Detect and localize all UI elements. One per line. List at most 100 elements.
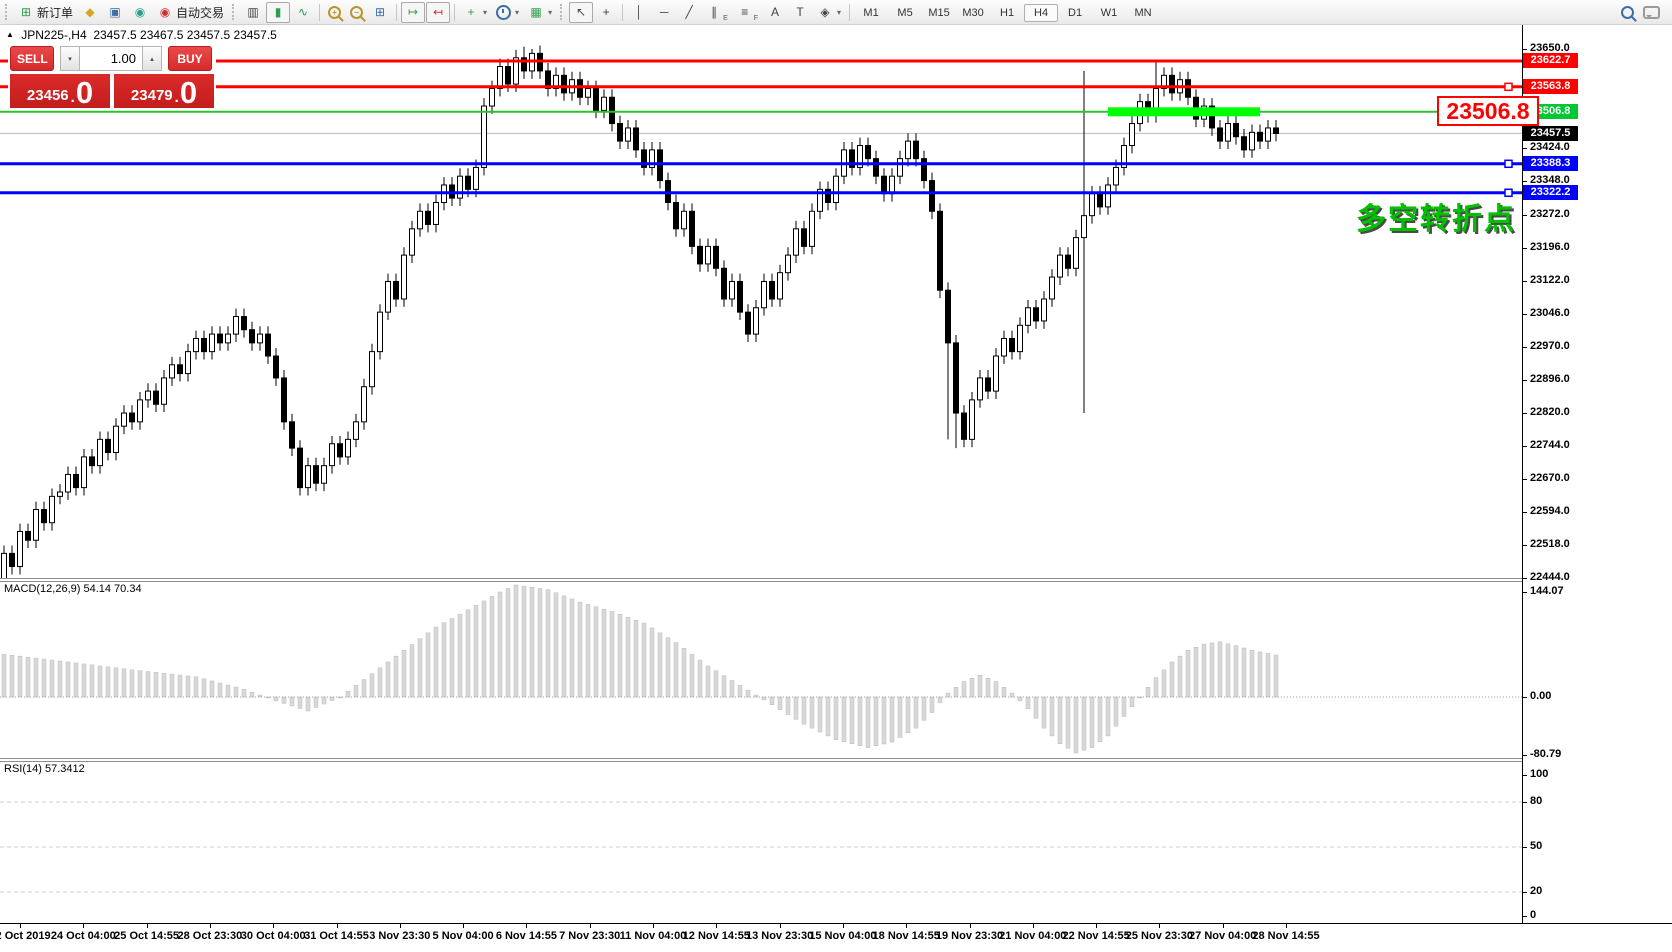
timeframe-m5[interactable]: M5 (897, 6, 913, 19)
periods-button[interactable]: ▾ (492, 2, 523, 23)
line-handle (1504, 82, 1513, 92)
rsi-pane[interactable] (0, 760, 1522, 923)
candle-chart-button[interactable]: ▮ (266, 1, 291, 23)
time-axis-label: 3 Nov 23:30 (369, 930, 431, 942)
timeframe-w1[interactable]: W1 (1100, 6, 1118, 19)
timeframe-d1[interactable]: D1 (1068, 6, 1083, 19)
signals-icon: ◉ (134, 5, 146, 19)
highlight-segment (1108, 107, 1260, 117)
axis-tick (1523, 446, 1527, 448)
price-axis-label: 23424.0 (1530, 141, 1570, 154)
new-order-label: 新订单 (37, 5, 74, 20)
axis-tick (1523, 916, 1527, 917)
vertical-line-button[interactable]: │ (627, 2, 651, 23)
search-button[interactable] (1617, 2, 1638, 23)
zoom-out-icon: − (350, 5, 364, 19)
buy-price-box[interactable]: 23479. 0 (114, 74, 214, 108)
line-chart-button[interactable]: ∿ (291, 2, 315, 23)
channel-button[interactable]: ∥ E (702, 2, 732, 23)
timeframe-h4[interactable]: H4 (1024, 3, 1059, 22)
timeframe-m15[interactable]: M15 (928, 6, 950, 19)
chat-button[interactable] (1639, 2, 1664, 23)
horizontal-line-button[interactable]: ─ (652, 2, 676, 23)
buy-button[interactable]: BUY (168, 46, 212, 71)
price-axis[interactable]: 23650.0 23424.0 23348.0 23272.0 23196.0 23122… (1522, 25, 1672, 923)
chat-icon (1643, 5, 1660, 19)
sell-button[interactable]: SELL (10, 46, 54, 71)
timeframe-m1[interactable]: M1 (863, 6, 879, 19)
auto-scroll-button[interactable]: ↦ (401, 1, 426, 23)
timeframe-m30[interactable]: M30 (962, 6, 984, 19)
timeframe-h1[interactable]: H1 (1000, 6, 1015, 19)
community-icon: ▣ (109, 5, 121, 19)
shapes-button[interactable]: ◈ ▾ (813, 2, 845, 23)
volume-down-button[interactable]: ▾ (60, 46, 80, 71)
time-axis-label: 31 Oct 14:55 (304, 930, 369, 942)
new-order-icon: ⊞ (20, 5, 32, 19)
text-button[interactable]: A (763, 2, 787, 23)
zoom-in-button[interactable]: + (324, 2, 345, 23)
toolbar-grip (232, 4, 237, 20)
axis-tick (1523, 280, 1527, 282)
time-axis-label: 30 Oct 04:00 (240, 930, 306, 942)
time-tick (20, 924, 21, 928)
time-axis-label: 13 Nov 23:30 (745, 930, 814, 942)
zoom-in-icon: + (328, 5, 342, 19)
bar-chart-button[interactable]: ▥ (241, 2, 265, 23)
line-handle (1504, 159, 1513, 169)
market-watch-button[interactable]: ◆ (78, 2, 102, 23)
templates-button[interactable]: ▦ ▾ (524, 2, 556, 23)
fibonacci-sub-label: F (753, 14, 759, 22)
dropdown-arrow-icon: ▾ (548, 7, 553, 17)
axis-tick (1523, 545, 1527, 547)
price-level-label[interactable]: 23506.8 (1437, 96, 1539, 126)
chart-annotation[interactable]: 多空转折点 (1356, 203, 1516, 236)
price-axis-label: 144.07 (1530, 585, 1564, 597)
toolbar-separator (622, 3, 624, 21)
axis-tick (1523, 148, 1527, 150)
axis-tick (1523, 892, 1527, 893)
search-icon (1621, 5, 1634, 19)
price-badge: 23388.3 (1523, 156, 1578, 172)
time-tick (1286, 924, 1287, 928)
chart-shift-icon: ↤ (433, 5, 444, 19)
autotrade-label: 自动交易 (176, 5, 225, 20)
one-click-trading-panel: SELL ▾ ▴ BUY 23456.0 23479.0 (8, 44, 216, 110)
toolbar-grip (560, 4, 565, 20)
signals-button[interactable]: ◉ (128, 2, 152, 23)
new-order-button[interactable]: ⊞ 新订单 (14, 2, 77, 23)
symbol-period: JPN225-,H4 (21, 28, 87, 42)
sell-price-box[interactable]: 23456. 0 (10, 74, 110, 108)
main-chart[interactable] (0, 25, 1522, 580)
volume-input[interactable] (80, 46, 142, 71)
time-tick (969, 924, 971, 928)
vertical-line-icon: │ (635, 5, 643, 19)
toolbar-separator (319, 3, 321, 21)
pane-splitter[interactable] (0, 578, 1522, 582)
community-button[interactable]: ▣ (103, 2, 127, 23)
volume-up-button[interactable]: ▴ (142, 46, 162, 71)
time-axis-label: 5 Nov 04:00 (432, 930, 494, 942)
crosshair-button[interactable]: + (594, 2, 618, 23)
indicators-button[interactable]: + ▾ (459, 2, 491, 23)
candle-chart-icon: ▮ (274, 5, 282, 19)
pane-splitter[interactable] (0, 758, 1522, 762)
zoom-out-button[interactable]: − (346, 2, 367, 23)
indicators-icon: + (467, 5, 475, 19)
trendline-button[interactable]: ╱ (677, 2, 701, 23)
price-badge: 23457.5 (1523, 125, 1578, 141)
price-axis-label: -80.79 (1530, 748, 1562, 760)
fibonacci-button[interactable]: ≡ F (733, 2, 762, 23)
timeframe-mn[interactable]: MN (1134, 6, 1152, 19)
axis-tick (1523, 347, 1527, 349)
autotrade-button[interactable]: ◉ 自动交易 (153, 2, 228, 23)
text-label-button[interactable]: T (788, 2, 812, 23)
templates-icon: ▦ (530, 5, 542, 19)
chart-shift-button[interactable]: ↤ (426, 1, 451, 23)
tile-windows-button[interactable]: ⊞ (368, 2, 392, 23)
axis-tick (1523, 802, 1527, 803)
cursor-button[interactable]: ↖ (569, 1, 594, 23)
macd-pane[interactable] (0, 580, 1522, 760)
chart-title: ▲ JPN225-,H4 23457.5 23467.5 23457.5 234… (6, 28, 277, 42)
